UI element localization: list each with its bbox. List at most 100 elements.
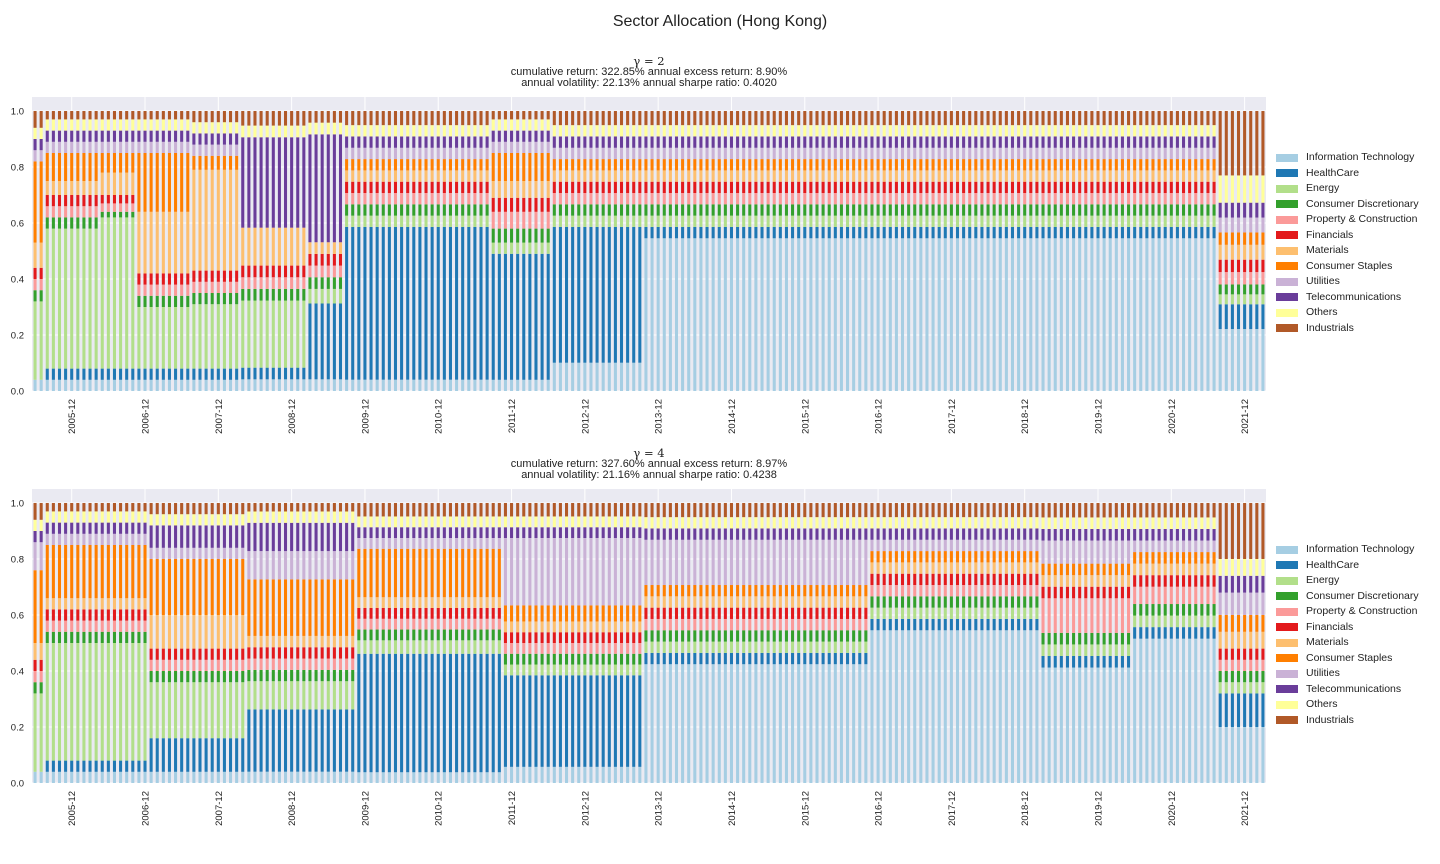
bar-segment-information-technology (455, 379, 459, 391)
bar-segment-materials (45, 598, 49, 610)
bar-segment-energy (1023, 607, 1027, 619)
bar-segment-information-technology (94, 771, 98, 783)
bar-segment-telecommunications (711, 136, 715, 148)
bar-segment-financials (986, 573, 990, 586)
bar-segment-others (296, 125, 300, 138)
bar-segment-information-technology (931, 238, 935, 391)
bar-segment-healthcare (204, 738, 208, 772)
bar-segment-materials (772, 596, 776, 608)
bar-segment-industrials (589, 503, 593, 517)
bar-segment-consumer-staples (931, 551, 935, 563)
bar-segment-energy (204, 304, 208, 369)
bar-segment-industrials (51, 111, 55, 120)
bar-segment-energy (1010, 215, 1015, 227)
bar-segment-others (1157, 517, 1161, 529)
bar-segment-property-construction (1059, 598, 1063, 633)
bar-segment-consumer-discretionary (1023, 204, 1027, 216)
bar-segment-consumer-staples (485, 159, 489, 171)
x-tick-label: 2019-12 (1094, 399, 1105, 434)
bar-segment-industrials (1139, 503, 1143, 518)
bar-segment-materials (1218, 631, 1222, 649)
bar-segment-industrials (1133, 111, 1137, 126)
bar-segment-consumer-discretionary (619, 204, 624, 216)
bar-segment-utilities (167, 547, 171, 559)
bar-segment-materials (510, 621, 514, 633)
bar-segment-utilities (1133, 540, 1137, 553)
bar-segment-industrials (491, 111, 495, 120)
bar-segment-utilities (809, 147, 813, 160)
bar-segment-consumer-staples (1041, 563, 1045, 576)
bar-segment-healthcare (88, 368, 92, 380)
bar-segment-information-technology (345, 379, 349, 391)
bar-segment-consumer-discretionary (1108, 632, 1112, 645)
bar-segment-materials (913, 170, 917, 182)
bar-segment-property-construction (632, 193, 636, 205)
bar-segment-energy (491, 640, 495, 654)
bar-segment-telecommunications (235, 525, 239, 548)
bar-segment-financials (277, 647, 281, 659)
bar-segment-materials (229, 169, 233, 271)
bar-segment-materials (320, 242, 324, 254)
bar-segment-materials (57, 181, 62, 195)
bar-segment-financials (351, 181, 355, 194)
bar-segment-healthcare (393, 653, 398, 773)
bar-segment-energy (1182, 615, 1186, 628)
bar-segment-consumer-discretionary (326, 277, 330, 289)
bar-segment-consumer-discretionary (210, 293, 214, 305)
bar-segment-materials (1236, 244, 1241, 260)
bar-segment-energy (607, 215, 611, 227)
bar-segment-information-technology (589, 766, 593, 783)
bar-segment-information-technology (821, 238, 825, 391)
bar-segment-telecommunications (406, 136, 410, 148)
bar-segment-telecommunications (1041, 528, 1045, 541)
bar-segment-consumer-discretionary (326, 669, 330, 682)
bar-segment-financials (1182, 575, 1186, 587)
bar-segment-telecommunications (1145, 136, 1149, 148)
bar-segment-financials (784, 181, 788, 194)
bar-segment-information-technology (247, 379, 251, 391)
bar-segment-consumer-discretionary (302, 288, 306, 301)
bar-segment-healthcare (534, 675, 538, 767)
legend-swatch (1276, 685, 1298, 694)
bar-segment-others (748, 517, 752, 529)
bar-segment-industrials (308, 111, 312, 123)
bar-segment-materials (729, 596, 733, 608)
bar-segment-others (510, 516, 514, 528)
bar-segment-property-construction (1218, 272, 1222, 285)
bar-segment-consumer-staples (491, 548, 495, 598)
bar-segment-telecommunications (94, 130, 98, 142)
bar-segment-information-technology (1072, 667, 1076, 783)
bar-segment-materials (1218, 244, 1222, 260)
bar-segment-property-construction (400, 618, 404, 630)
bar-segment-energy (296, 300, 300, 368)
bar-segment-telecommunications (1017, 136, 1021, 148)
bar-segment-industrials (949, 111, 953, 126)
bar-segment-utilities (131, 533, 135, 545)
bar-segment-consumer-staples (797, 159, 801, 171)
bar-segment-telecommunications (229, 133, 233, 145)
bar-segment-others (1102, 517, 1106, 529)
bar-segment-financials (1139, 575, 1143, 587)
bar-segment-healthcare (198, 738, 202, 772)
bar-segment-consumer-staples (412, 548, 416, 598)
bar-segment-others (1072, 517, 1076, 529)
bar-segment-telecommunications (974, 136, 978, 148)
bar-segment-consumer-staples (192, 155, 196, 170)
bar-segment-energy (1004, 215, 1008, 227)
bar-segment-consumer-discretionary (650, 204, 654, 216)
bar-segment-consumer-discretionary (791, 630, 795, 642)
bar-segment-telecommunications (955, 528, 960, 540)
bar-segment-telecommunications (668, 136, 672, 148)
legend-item: HealthCare (1276, 558, 1419, 574)
bar-segment-property-construction (925, 585, 929, 597)
bar-segment-industrials (546, 503, 550, 517)
bar-segment-consumer-discretionary (479, 204, 483, 216)
bar-segment-information-technology (222, 379, 226, 391)
bar-segment-consumer-staples (473, 548, 477, 598)
bar-segment-consumer-discretionary (552, 653, 556, 665)
bar-segment-consumer-staples (1157, 552, 1161, 564)
bar-segment-materials (1188, 563, 1192, 576)
bar-segment-energy (955, 215, 960, 227)
bar-segment-property-construction (913, 193, 917, 205)
bar-segment-materials (131, 172, 135, 195)
